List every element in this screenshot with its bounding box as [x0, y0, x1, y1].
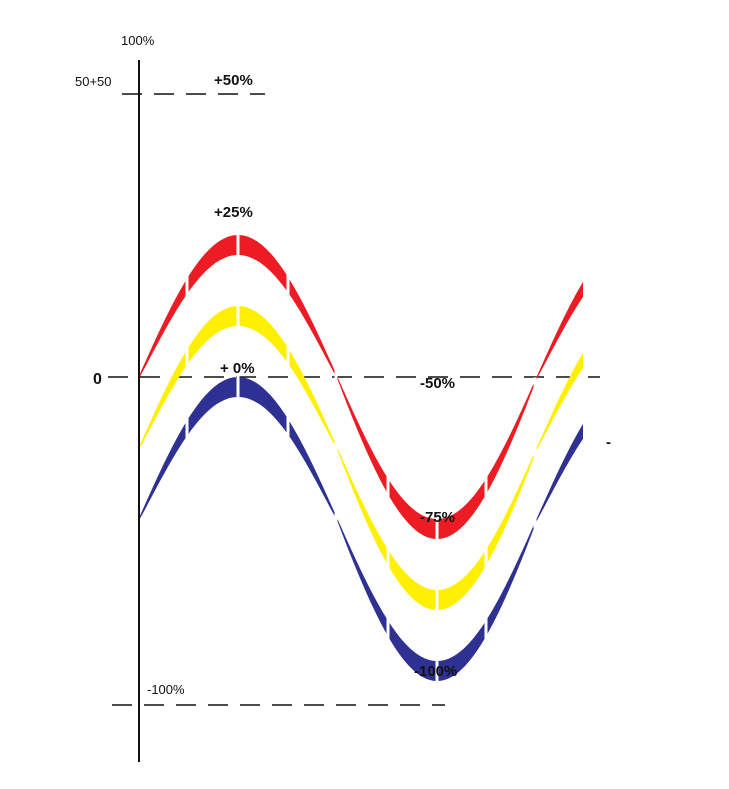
blue-trough-label: -100% — [414, 663, 457, 680]
blue-wave-gap — [286, 416, 290, 438]
yellow-peak-label: +25% — [214, 204, 253, 221]
red-wave-gap — [185, 275, 189, 297]
wave-gaps — [185, 232, 537, 684]
yellow-wave-gap — [435, 587, 439, 613]
red-wave-gap — [286, 274, 290, 296]
red-trough-label: -50% — [420, 375, 455, 392]
yellow-wave-gap — [533, 448, 537, 458]
yellow-wave-gap — [386, 546, 390, 569]
yellow-wave-gap — [185, 346, 189, 368]
red-wave-gap — [533, 377, 537, 387]
top-axis-label: 100% — [121, 33, 155, 48]
waves-group — [139, 235, 583, 681]
yellow-wave-gap — [484, 546, 488, 569]
blue-wave-gap — [533, 519, 537, 529]
yellow-wave-gap — [334, 441, 338, 451]
right-tick-mark: - — [606, 434, 611, 451]
blue-peak-label: + 0% — [220, 360, 255, 377]
red-wave-gap — [386, 475, 390, 498]
yellow-trough-label: -75% — [420, 509, 455, 526]
yellow-wave-gap — [236, 303, 240, 329]
red-wave-gap — [484, 475, 488, 498]
red-peak-label: +50% — [214, 72, 253, 89]
blue-wave-gap — [236, 374, 240, 400]
red-wave-gap — [334, 370, 338, 380]
blue-wave-gap — [386, 617, 390, 640]
blue-wave-gap — [484, 617, 488, 640]
blue-wave-gap — [334, 512, 338, 522]
zero-label: 0 — [93, 371, 102, 388]
blue-wave-gap — [185, 417, 189, 439]
fifty-plus-fifty-label: 50+50 — [75, 74, 112, 89]
red-wave-gap — [435, 516, 439, 542]
yellow-wave-gap — [286, 345, 290, 367]
bottom-axis-label: -100% — [147, 682, 185, 697]
red-wave-gap — [236, 232, 240, 258]
blue-wave-gap — [435, 658, 439, 684]
